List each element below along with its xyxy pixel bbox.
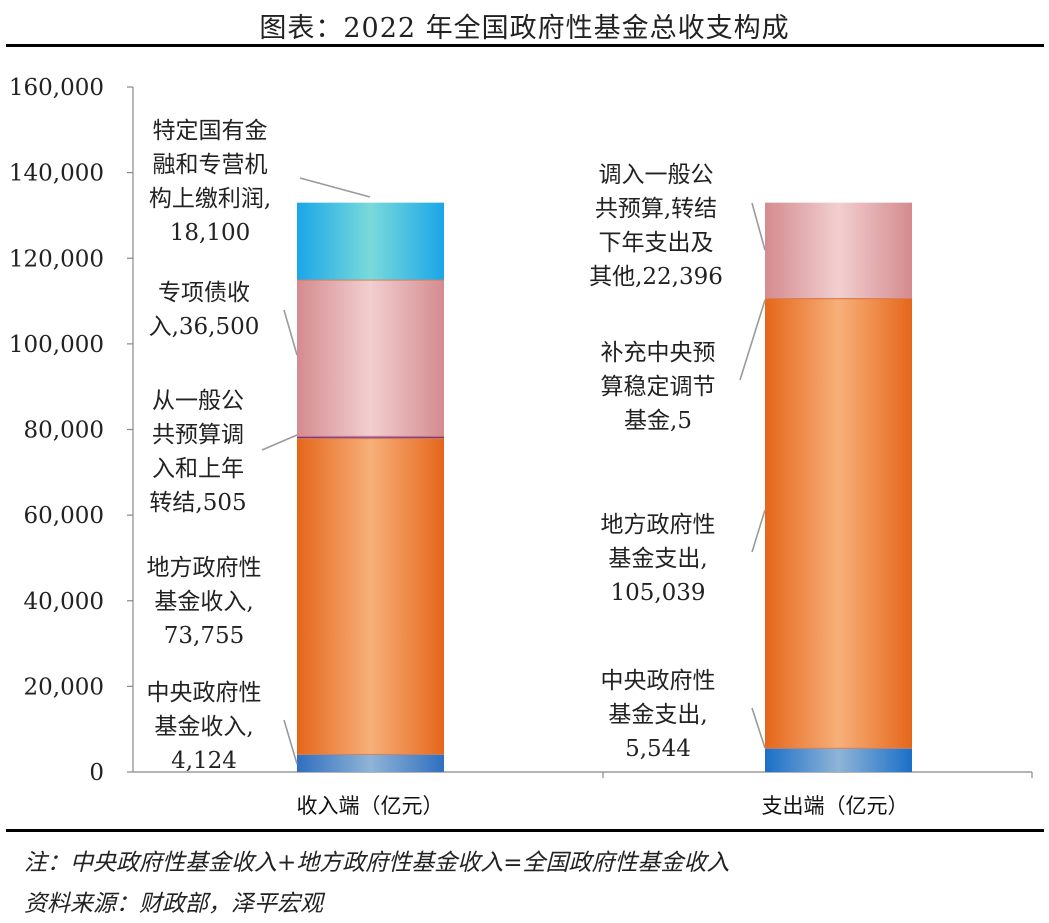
source-note: 资料来源：财政部，泽平宏观 xyxy=(24,891,323,917)
data-label: 基金支出, xyxy=(608,702,707,728)
chart-note: 注：中央政府性基金收入+地方政府性基金收入=全国政府性基金收入 xyxy=(24,850,730,876)
bar-segment xyxy=(765,748,912,772)
bar-segment xyxy=(297,202,444,281)
data-label: 18,100 xyxy=(170,220,250,246)
chart-title: 图表：2022 年全国政府性基金总收支构成 xyxy=(259,13,790,44)
data-label: 算稳定调节 xyxy=(601,374,716,400)
data-label: 地方政府性 xyxy=(147,555,262,581)
data-label: 中央政府性 xyxy=(601,668,716,694)
data-label: 下年支出及 xyxy=(599,230,714,256)
y-tick-label: 0 xyxy=(89,760,104,786)
footer-divider xyxy=(6,829,1044,832)
leader-line xyxy=(751,707,766,749)
data-label: 补充中央预 xyxy=(601,340,716,366)
data-label: 转结,505 xyxy=(149,490,246,516)
data-label: 地方政府性 xyxy=(601,512,716,538)
y-tick-label: 20,000 xyxy=(24,674,104,700)
data-label: 专项债收 xyxy=(158,280,250,306)
data-label: 调入一般公 xyxy=(599,162,714,188)
leader-line xyxy=(751,509,766,553)
data-label: 共预算,转结 xyxy=(595,196,717,222)
data-label: 73,755 xyxy=(164,623,244,649)
data-label: 融和专营机 xyxy=(153,152,268,178)
y-tick-label: 100,000 xyxy=(9,332,104,358)
data-label: 入和上年 xyxy=(152,456,244,482)
data-label: 特定国有金 xyxy=(153,118,268,144)
leader-line xyxy=(299,177,371,198)
data-label: 基金,5 xyxy=(624,408,692,434)
stacked-bar-chart: 0 20,000 40,000 60,000 80,000 100,000 120,000 1… xyxy=(9,75,1033,818)
leader-line xyxy=(283,719,298,765)
title-divider xyxy=(6,44,1044,47)
bar-segment xyxy=(297,754,444,772)
data-label: 基金支出, xyxy=(608,546,707,572)
data-label: 5,544 xyxy=(625,736,691,762)
y-tick-label: 140,000 xyxy=(9,161,104,187)
bar-segment xyxy=(765,202,912,299)
y-tick-label: 80,000 xyxy=(24,418,104,444)
y-tick-label: 160,000 xyxy=(9,75,104,101)
data-label: 从一般公 xyxy=(152,388,244,414)
bar-segment xyxy=(765,298,912,749)
x-category-label: 收入端（亿元） xyxy=(297,794,444,818)
leader-line xyxy=(751,202,766,251)
data-label: 中央政府性 xyxy=(147,680,262,706)
bar-segment xyxy=(297,438,444,755)
data-label: 基金收入, xyxy=(154,589,253,615)
data-label: 105,039 xyxy=(610,580,705,606)
data-label: 共预算调 xyxy=(152,422,244,448)
leader-line xyxy=(739,299,766,381)
x-category-label: 支出端（亿元） xyxy=(762,794,909,818)
data-label: 4,124 xyxy=(171,748,237,774)
leader-line xyxy=(283,309,298,356)
bar-segment xyxy=(297,436,444,439)
y-tick-label: 60,000 xyxy=(24,503,104,529)
data-label: 其他,22,396 xyxy=(589,264,723,290)
bar-segment xyxy=(297,280,444,437)
data-label: 构上缴利润, xyxy=(149,186,271,212)
y-tick-label: 40,000 xyxy=(24,589,104,615)
leader-line xyxy=(261,434,298,451)
y-tick-label: 120,000 xyxy=(9,246,104,272)
data-label: 基金收入, xyxy=(154,714,253,740)
data-label: 入,36,500 xyxy=(149,314,260,340)
